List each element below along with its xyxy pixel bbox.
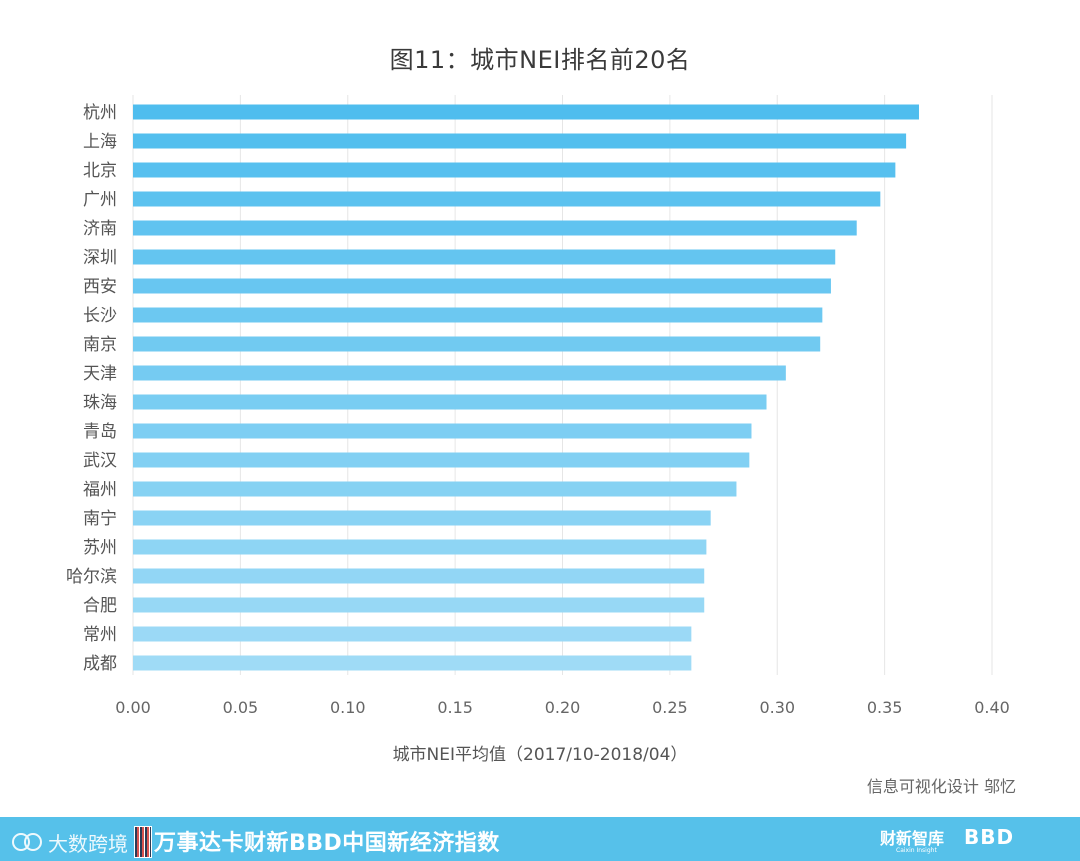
x-tick-label: 0.15 (437, 698, 473, 717)
bar (133, 597, 705, 613)
category-label: 珠海 (83, 393, 117, 413)
x-tick-label: 0.20 (545, 698, 581, 717)
bbd-logo: BBD (964, 825, 1015, 849)
category-label: 天津 (83, 364, 117, 384)
category-label: 成都 (83, 654, 117, 674)
bar (133, 626, 692, 642)
x-tick-label: 0.35 (867, 698, 903, 717)
x-tick-label: 0.30 (759, 698, 795, 717)
x-tick-label: 0.10 (330, 698, 366, 717)
bar (133, 510, 711, 526)
category-label: 武汉 (83, 451, 117, 471)
bar-chart: 杭州上海北京广州济南深圳西安长沙南京天津珠海青岛武汉福州南宁苏州哈尔滨合肥常州成… (66, 95, 1010, 717)
category-label: 北京 (83, 161, 117, 181)
category-label: 常州 (83, 625, 117, 645)
brand-logo-icon (10, 830, 44, 854)
x-axis-label: 城市NEI平均值（2017/10-2018/04） (392, 745, 688, 765)
bar (133, 220, 857, 236)
category-label: 青岛 (83, 422, 117, 442)
category-label: 上海 (83, 132, 117, 152)
x-tick-label: 0.05 (223, 698, 259, 717)
category-label: 广州 (83, 190, 117, 210)
category-label: 西安 (83, 277, 117, 297)
bar (133, 278, 831, 294)
caixin-logo: 财新智库 (880, 829, 945, 848)
x-tick-labels: 0.00 0.05 0.10 0.15 0.20 0.25 0.30 0.35 0.40 (115, 698, 1010, 717)
caixin-logo-subtitle: Caixin Insight (896, 847, 937, 854)
bar (133, 539, 707, 555)
x-tick-label: 0.25 (652, 698, 688, 717)
category-label: 南宁 (83, 509, 117, 529)
bars (133, 104, 919, 671)
x-tick-label: 0.40 (974, 698, 1010, 717)
category-label: 长沙 (83, 306, 117, 326)
bar (133, 394, 767, 410)
category-label: 苏州 (83, 538, 117, 558)
category-label: 济南 (83, 219, 117, 239)
brand-emblem-icon (134, 826, 152, 858)
category-labels: 杭州上海北京广州济南深圳西安长沙南京天津珠海青岛武汉福州南宁苏州哈尔滨合肥常州成… (66, 103, 117, 674)
bar (133, 307, 823, 323)
bar (133, 568, 705, 584)
bar (133, 249, 836, 265)
bar (133, 336, 821, 352)
bar (133, 104, 919, 120)
footer-brand: 大数跨境 (10, 826, 154, 858)
design-credit: 信息可视化设计 邬忆 (866, 777, 1016, 796)
category-label: 哈尔滨 (66, 567, 117, 587)
bar (133, 452, 750, 468)
footer-index-name: 万事达卡财新BBD中国新经济指数 (154, 831, 500, 856)
bar (133, 365, 786, 381)
footer-brand-text: 大数跨境 (48, 831, 128, 856)
bar (133, 481, 737, 497)
bar (133, 162, 896, 178)
bar (133, 655, 692, 671)
bar (133, 423, 752, 439)
chart-title: 图11：城市NEI排名前20名 (389, 46, 691, 74)
bar (133, 191, 881, 207)
category-label: 深圳 (83, 248, 117, 268)
category-label: 福州 (83, 480, 117, 500)
x-tick-label: 0.00 (115, 698, 151, 717)
footer-bar: 大数跨境 万事达卡财新BBD中国新经济指数 财新智库 Caixin Insigh… (0, 817, 1080, 861)
category-label: 杭州 (83, 103, 117, 123)
category-label: 合肥 (83, 596, 117, 616)
grid-lines (132, 95, 993, 675)
category-label: 南京 (83, 335, 117, 355)
bar (133, 133, 907, 149)
